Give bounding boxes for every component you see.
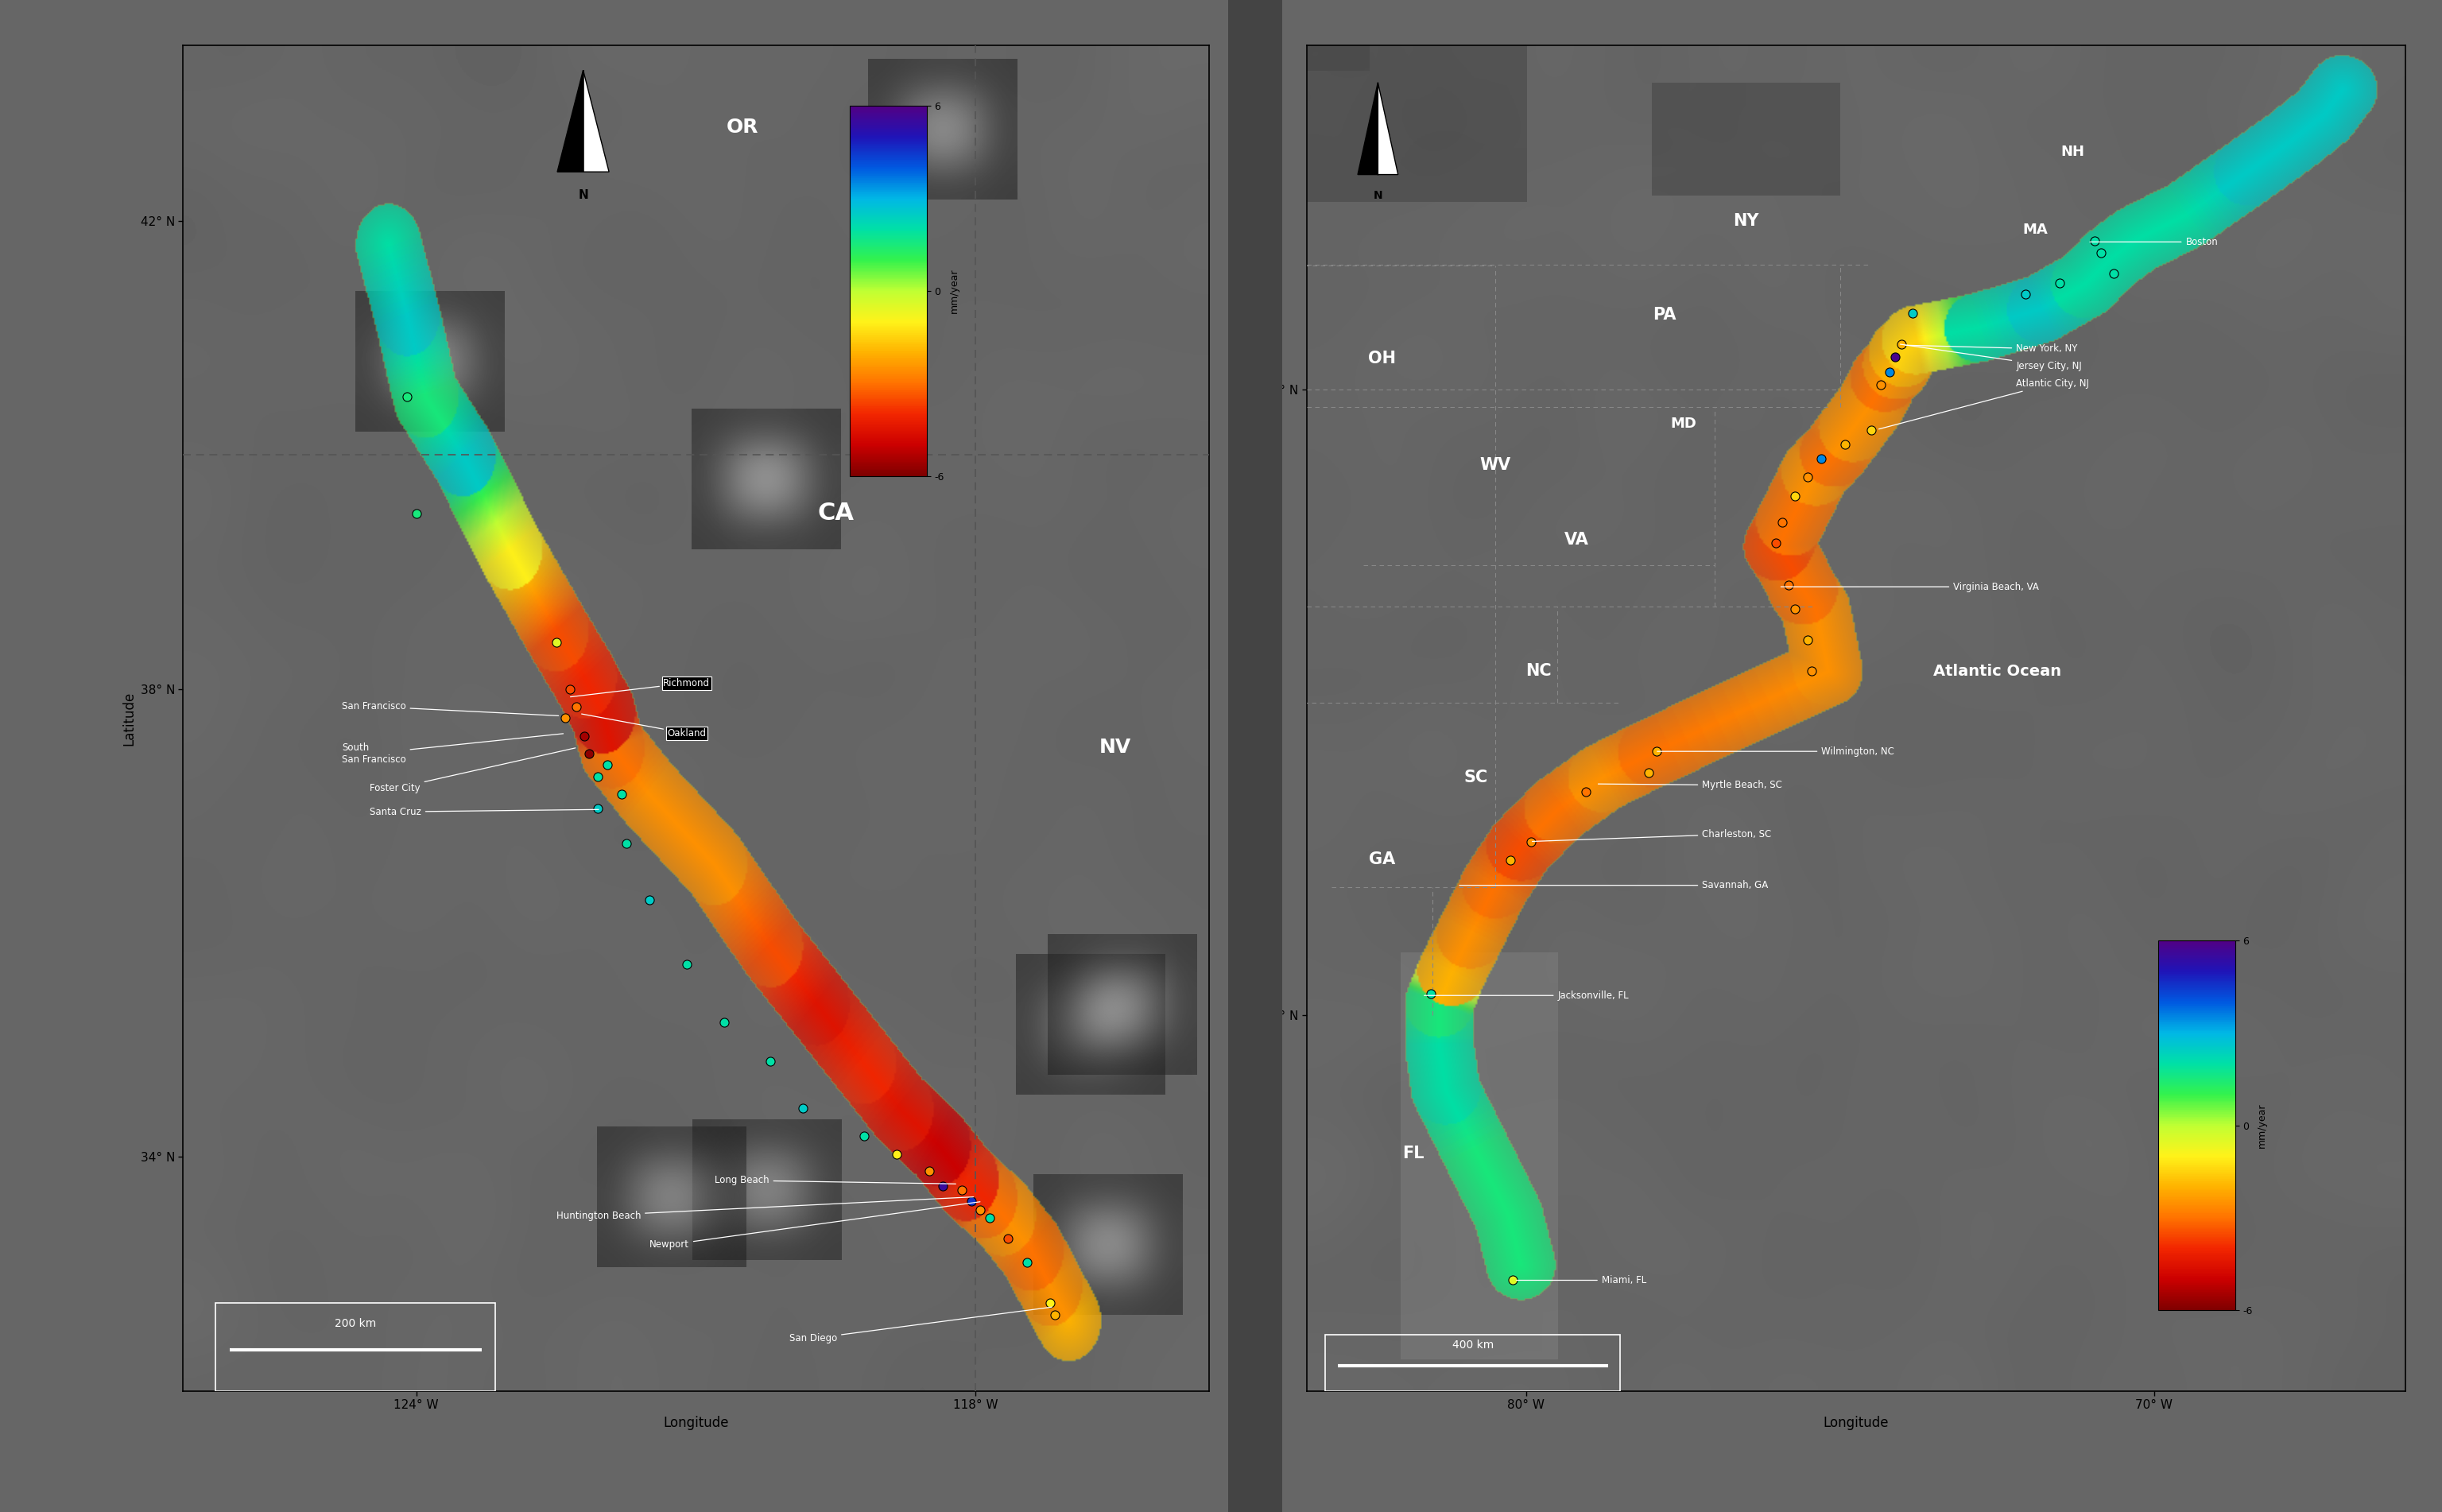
Text: NH: NH: [2061, 145, 2085, 159]
Text: San Diego: San Diego: [789, 1306, 1053, 1344]
Text: Atlantic City, NJ: Atlantic City, NJ: [1878, 378, 2088, 429]
Text: 200 km: 200 km: [335, 1318, 376, 1329]
Text: NY: NY: [1734, 213, 1758, 228]
Y-axis label: Latitude: Latitude: [122, 691, 137, 745]
Text: Huntington Beach: Huntington Beach: [557, 1198, 974, 1220]
Text: Wilmington, NC: Wilmington, NC: [1658, 747, 1895, 756]
Text: New York, NY: New York, NY: [1905, 343, 2078, 354]
Text: PA: PA: [1653, 307, 1675, 322]
Text: Oakland: Oakland: [581, 714, 706, 738]
Y-axis label: Latitude: Latitude: [1245, 691, 1260, 745]
Text: Virginia Beach, VA: Virginia Beach, VA: [1780, 582, 2039, 591]
Text: CA: CA: [818, 502, 855, 525]
Text: OH: OH: [1368, 351, 1397, 366]
Text: WV: WV: [1480, 457, 1512, 473]
Text: Foster City: Foster City: [369, 748, 576, 794]
Text: NC: NC: [1526, 664, 1551, 679]
Text: Long Beach: Long Beach: [716, 1175, 955, 1185]
Text: Newport: Newport: [650, 1202, 979, 1250]
Text: Richmond: Richmond: [571, 677, 711, 697]
Text: San Francisco: San Francisco: [342, 702, 559, 715]
Text: Jacksonville, FL: Jacksonville, FL: [1424, 990, 1629, 1001]
Text: South
San Francisco: South San Francisco: [342, 733, 564, 765]
Text: MD: MD: [1670, 417, 1697, 431]
Text: Santa Cruz: Santa Cruz: [369, 806, 598, 816]
Text: MA: MA: [2022, 222, 2046, 237]
X-axis label: Longitude: Longitude: [1824, 1415, 1888, 1430]
Text: SC: SC: [1465, 770, 1487, 786]
Text: NV: NV: [1099, 738, 1131, 758]
Text: 400 km: 400 km: [1453, 1340, 1495, 1350]
Text: Miami, FL: Miami, FL: [1516, 1275, 1646, 1285]
Text: Savannah, GA: Savannah, GA: [1460, 880, 1768, 891]
Text: Jersey City, NJ: Jersey City, NJ: [1900, 345, 2083, 370]
Text: FL: FL: [1402, 1145, 1424, 1161]
Text: GA: GA: [1368, 851, 1394, 866]
X-axis label: Longitude: Longitude: [664, 1415, 728, 1430]
Text: Atlantic Ocean: Atlantic Ocean: [1934, 664, 2061, 679]
Text: VA: VA: [1565, 532, 1590, 547]
Text: Myrtle Beach, SC: Myrtle Beach, SC: [1597, 780, 1783, 791]
Text: Charleston, SC: Charleston, SC: [1531, 829, 1770, 841]
Text: OR: OR: [725, 118, 759, 136]
Text: Boston: Boston: [2090, 237, 2217, 246]
